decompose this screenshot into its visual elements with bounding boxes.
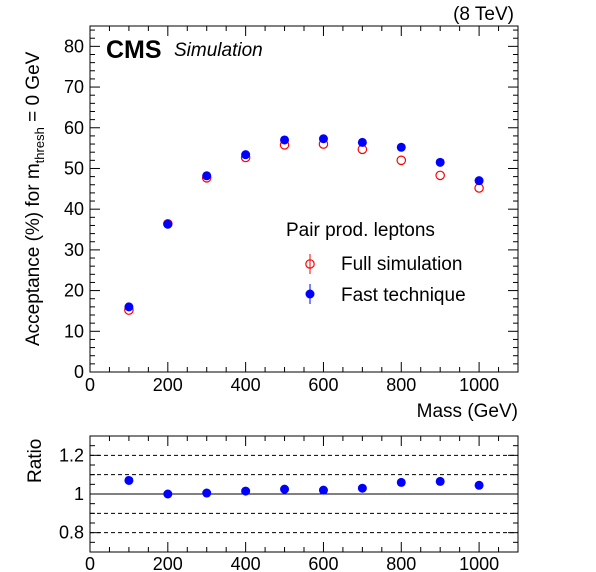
legend: Pair prod. leptons Full simulation Fast … [286,220,466,306]
data-point-fast-technique [318,134,328,144]
main-y-tick-label: 10 [64,321,84,341]
data-point-fast-technique [241,150,251,160]
main-y-tick-label: 40 [64,199,84,219]
ratio-x-tick-label: 600 [308,554,338,572]
y-axis-title-main: Acceptance (%) for m [23,163,44,346]
data-point-fast-technique [435,157,445,167]
ratio-data-point [241,486,251,496]
experiment-label: CMS [106,36,162,64]
legend-label-fast-technique: Fast technique [341,285,466,306]
ratio-data-point [202,488,212,498]
simulation-label: Simulation [174,40,263,61]
ratio-y-tick-label: 0.8 [59,523,84,543]
ratio-x-tick-label: 800 [386,554,416,572]
main-y-tick-label: 50 [64,158,84,178]
ratio-data-point [124,475,134,485]
ratio-x-tick-label: 1000 [459,554,499,572]
data-point-fast-technique [202,171,212,181]
main-y-tick-label: 60 [64,118,84,138]
ratio-data-series [124,475,484,499]
ratio-y-tick-label: 1.2 [59,445,84,465]
main-y-tick-label: 80 [64,36,84,56]
data-point-fast-technique [280,135,290,145]
main-x-axis: 0 200 400 600 800 1000 [85,26,519,395]
legend-entry-full-simulation: Full simulation [305,254,462,275]
ratio-data-point [318,485,328,495]
ratio-data-point [163,489,173,499]
data-point-fast-technique [357,137,367,147]
data-point-fast-technique [124,302,134,312]
y-axis-title-subscript: thresh [32,127,47,163]
y-axis-title: Acceptance (%) for mthresh = 0 GeV [23,51,47,346]
ratio-data-point [357,483,367,493]
data-point-fast-technique [474,176,484,186]
main-y-tick-label: 30 [64,240,84,260]
main-y-axis: 0 10 20 30 40 50 60 70 80 [64,29,518,382]
main-x-tick-label: 400 [231,375,261,395]
main-y-tick-label: 70 [64,77,84,97]
main-plot-frame [89,25,519,373]
ratio-x-tick-label: 200 [153,554,183,572]
ratio-x-tick-label: 400 [231,554,261,572]
ratio-x-axis: 0 200 400 600 800 1000 [85,436,519,572]
ratio-reference-lines [90,454,518,534]
legend-marker-full-simulation [305,259,315,269]
ratio-plot-panel: 0.8 1 1.2 0 200 400 600 800 1000 Ratio [25,435,519,572]
ratio-y-tick-label: 1 [74,484,84,504]
main-plot-panel: 0 10 20 30 40 50 60 70 80 0 200 400 600 800 1000 Mass… [23,25,519,422]
x-axis-title: Mass (GeV) [417,401,518,422]
y-axis-title-tail: = 0 GeV [23,51,44,127]
legend-entry-fast-technique: Fast technique [305,284,466,306]
main-data-series [124,134,484,315]
ratio-y-axis-title: Ratio [25,439,46,483]
main-y-tick-label: 0 [74,362,84,382]
ratio-y-axis: 0.8 1 1.2 [59,435,518,553]
data-point-full-simulation [435,170,445,181]
ratio-data-point [474,480,484,490]
ratio-data-point [280,484,290,494]
main-x-tick-label: 0 [85,375,95,395]
energy-label: (8 TeV) [453,4,514,25]
main-x-tick-label: 1000 [459,375,499,395]
main-x-tick-label: 600 [308,375,338,395]
data-point-fast-technique [396,142,406,152]
legend-marker-fast-technique [305,289,315,299]
data-point-full-simulation [396,155,407,166]
legend-header: Pair prod. leptons [286,220,435,241]
legend-label-full-simulation: Full simulation [341,254,462,275]
main-x-tick-label: 200 [153,375,183,395]
data-point-fast-technique [163,219,173,229]
main-x-tick-label: 800 [386,375,416,395]
ratio-data-point [396,477,406,487]
ratio-x-tick-label: 0 [85,554,95,572]
ratio-data-point [435,476,445,486]
main-y-tick-label: 20 [64,281,84,301]
